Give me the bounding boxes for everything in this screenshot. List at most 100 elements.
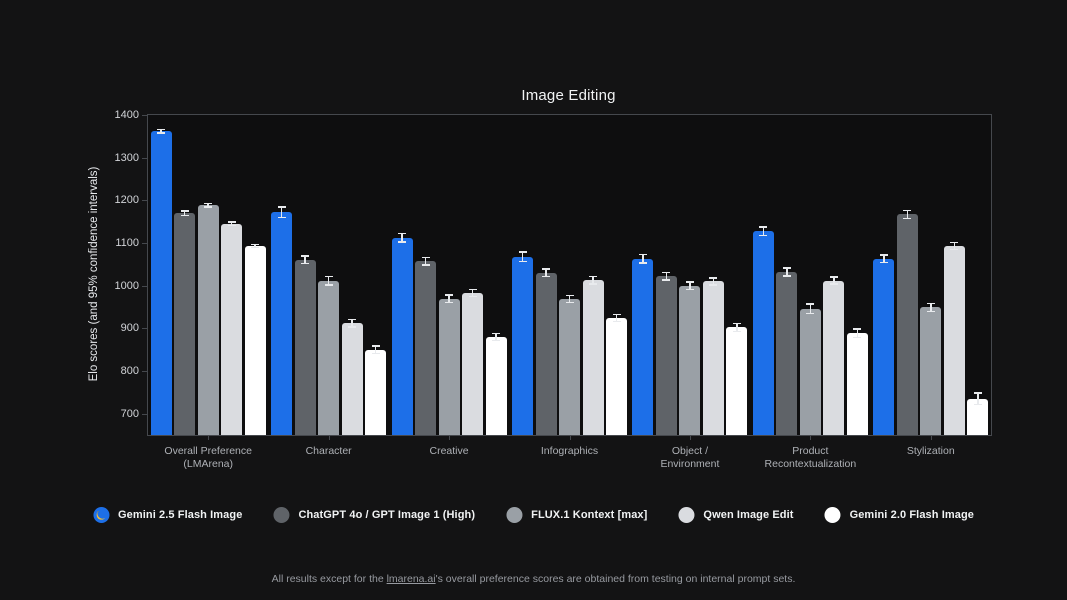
error-bar: [424, 257, 427, 266]
y-tick-mark: [142, 115, 148, 116]
legend-swatch-circle: [678, 507, 695, 523]
y-tick-label: 1100: [115, 237, 139, 249]
bar: [485, 336, 507, 435]
error-bar-cap: [348, 326, 357, 328]
bar: [799, 308, 821, 435]
error-bar: [736, 323, 738, 332]
error-bar: [930, 303, 932, 312]
bar: [462, 292, 484, 435]
error-bar-cap: [180, 210, 189, 212]
bar: [967, 398, 989, 435]
x-tick-mark: [689, 436, 691, 440]
error-bar: [615, 314, 618, 322]
error-bar-cap: [398, 232, 407, 235]
error-bar: [689, 281, 691, 290]
error-bar-cap: [903, 217, 912, 219]
error-bar-cap: [518, 251, 527, 253]
banana-icon: [92, 507, 109, 523]
y-tick-label: 1000: [114, 279, 139, 292]
legend-swatch-circle: [273, 507, 290, 523]
error-bar-cap: [348, 318, 357, 321]
error-bar-cap: [180, 214, 189, 217]
x-category-label: Product Recontextualization: [740, 445, 880, 471]
x-tick-mark: [328, 436, 330, 440]
bar: [943, 246, 965, 435]
bar: [559, 298, 580, 435]
error-bar-cap: [782, 267, 791, 269]
error-bar: [160, 129, 162, 133]
y-tick-mark: [142, 371, 148, 372]
bar: [702, 281, 724, 435]
y-tick-mark: [142, 285, 148, 287]
error-bar: [327, 276, 330, 285]
error-bar-cap: [950, 241, 959, 244]
error-bar: [906, 210, 909, 219]
legend: Gemini 2.5 Flash Image ChatGPT 4o / GPT I…: [92, 507, 974, 523]
error-bar-cap: [759, 234, 768, 237]
error-bar-cap: [638, 253, 647, 256]
legend-item: Qwen Image Edit: [678, 507, 793, 523]
x-category-label: Character: [259, 445, 399, 458]
error-bar-cap: [251, 243, 260, 246]
y-tick-label: 1400: [114, 109, 139, 121]
y-tick-mark: [142, 200, 148, 202]
error-bar-cap: [685, 281, 694, 283]
x-tick-mark: [810, 436, 812, 440]
error-bar-cap: [879, 261, 888, 264]
error-bar-cap: [227, 221, 236, 223]
bar: [823, 280, 845, 435]
error-bar-cap: [542, 268, 550, 270]
bar: [920, 307, 942, 435]
error-bar: [762, 226, 765, 236]
error-bar-cap: [324, 284, 333, 286]
x-category-line: (LMArena): [183, 458, 233, 470]
bar: [150, 131, 172, 435]
error-bar-cap: [662, 279, 671, 281]
bar: [318, 280, 340, 435]
x-category-line: Object /: [671, 445, 709, 457]
error-bar-cap: [973, 403, 982, 406]
bar: [776, 272, 798, 435]
bar: [341, 323, 363, 435]
legend-label: FLUX.1 Kontext [max]: [531, 509, 648, 521]
error-bar: [351, 319, 353, 328]
legend-item: Gemini 2.5 Flash Image: [92, 507, 242, 523]
bar: [726, 327, 748, 435]
error-bar: [304, 255, 306, 264]
x-category-label: Infographics: [500, 445, 640, 458]
legend-item: ChatGPT 4o / GPT Image 1 (High): [273, 507, 475, 523]
bar: [752, 231, 774, 435]
error-bar-cap: [518, 260, 527, 263]
error-bar: [665, 272, 668, 281]
error-bar-cap: [492, 332, 501, 335]
bar: [438, 298, 460, 435]
error-bar-cap: [829, 276, 838, 278]
y-tick-label: 800: [120, 365, 139, 377]
lmarena-link[interactable]: lmarena.ai: [386, 573, 436, 585]
error-bar-cap: [662, 271, 671, 274]
error-bar-cap: [324, 275, 333, 278]
bar: [873, 258, 895, 435]
error-bar-cap: [565, 301, 574, 304]
bar: [632, 258, 654, 435]
x-tick-mark: [569, 436, 571, 440]
error-bar: [374, 345, 377, 354]
error-bar-cap: [589, 275, 597, 278]
error-bar-cap: [227, 224, 236, 227]
legend-label: ChatGPT 4o / GPT Image 1 (High): [298, 509, 476, 521]
error-bar-cap: [492, 339, 501, 342]
error-bar: [471, 289, 474, 297]
legend-swatch-circle: [824, 507, 841, 523]
x-category-label: Object / Environment: [620, 445, 760, 471]
error-bar: [545, 269, 547, 277]
error-bar-cap: [468, 288, 477, 291]
y-tick-mark: [142, 413, 148, 415]
error-bar-cap: [398, 241, 407, 243]
x-category-line: Recontextualization: [764, 458, 857, 470]
error-bar: [568, 295, 571, 303]
bar: [197, 205, 219, 435]
error-bar-cap: [685, 288, 694, 291]
bar: [244, 246, 266, 435]
error-bar-cap: [421, 264, 430, 266]
x-tick-mark: [449, 436, 451, 440]
